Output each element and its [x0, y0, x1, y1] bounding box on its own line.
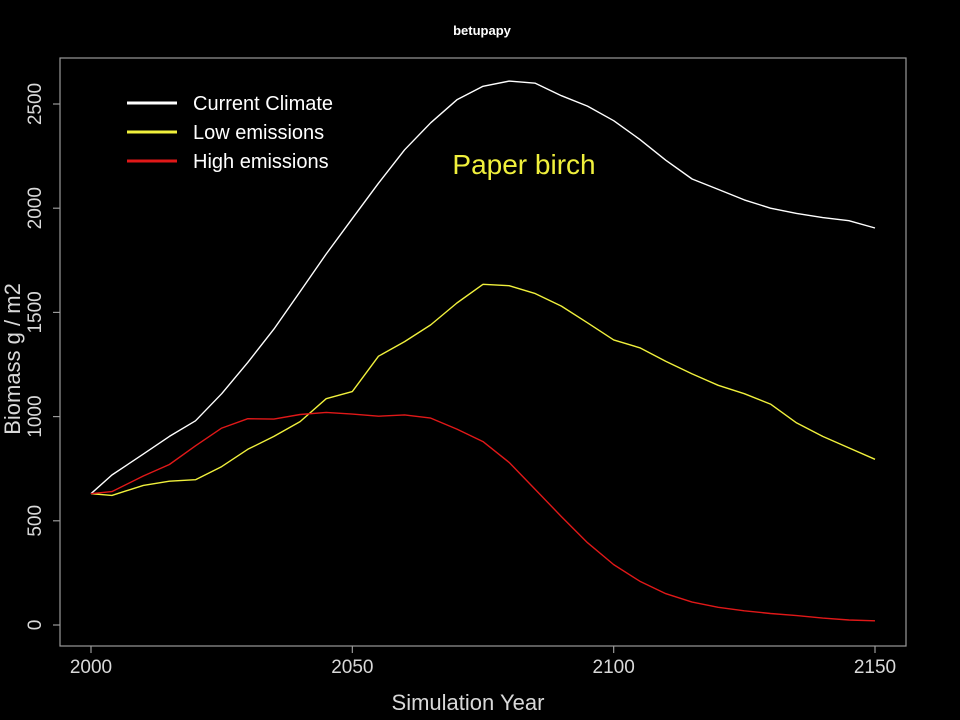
series-layer: [90, 80, 876, 622]
species-annotation: Paper birch: [452, 149, 595, 180]
chart-title: betupapy: [453, 23, 512, 38]
y-tick-label: 1500: [25, 291, 46, 333]
y-tick-label: 500: [25, 505, 46, 537]
x-tick-label: 2050: [331, 657, 373, 678]
series-line-low-emissions: [90, 283, 876, 497]
x-axis: 2000 2050 2100 2150: [70, 646, 896, 678]
x-axis-title: Simulation Year: [392, 690, 545, 715]
plot-frame: [59, 57, 907, 647]
legend-label: Current Climate: [193, 93, 333, 115]
legend-label: Low emissions: [193, 122, 324, 144]
x-tick-label: 2150: [854, 657, 896, 678]
y-axis: 0 500 1000 1500 2000 2500: [25, 83, 60, 630]
x-tick-label: 2000: [70, 657, 112, 678]
y-tick-label: 1000: [25, 395, 46, 437]
y-tick-label: 2500: [25, 83, 46, 125]
series-line-current-climate: [90, 80, 876, 495]
legend: Current Climate Low emissions High emissio…: [127, 93, 333, 173]
y-tick-label: 2000: [25, 187, 46, 229]
x-tick-label: 2100: [593, 657, 635, 678]
y-axis-title: Biomass g / m2: [0, 283, 25, 435]
legend-label: High emissions: [193, 151, 329, 173]
y-tick-label: 0: [25, 620, 46, 631]
series-line-high-emissions: [90, 411, 876, 622]
